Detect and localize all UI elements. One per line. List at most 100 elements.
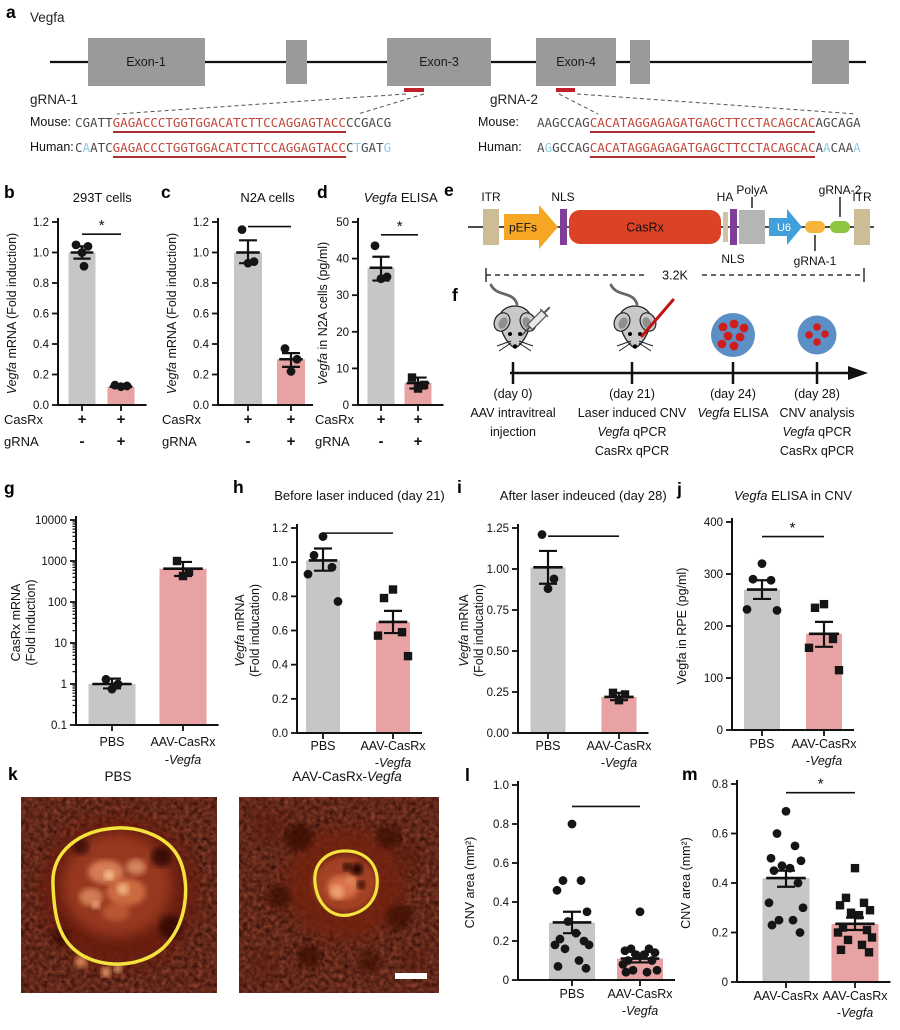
y-ticks [291,527,297,734]
matrix-value: + [287,433,296,450]
point [555,934,565,944]
point [553,961,563,971]
construct-size-label: 3.2K [662,269,688,283]
x-tick-label: -Vegfa [375,756,411,770]
y-axis-label: Vegfa mRNA (Fold induction) [5,233,19,394]
sequence: CAATCGAGACCCTGGTGGACATCTTCCAGGAGTACCCTGA… [75,140,391,158]
point [107,684,117,694]
itr-left-box [483,209,499,245]
aav-image-title: AAV-CasRx-Vegfa [292,769,402,784]
bar-1 [376,621,410,733]
x-tick-label: AAV-CasRx [607,987,673,1001]
point [788,915,798,925]
panel-label-f: f [452,285,458,305]
matrix-value: + [287,411,296,428]
data-points-1 [618,907,662,977]
x-tick-label: PBS [310,739,335,753]
flanking-sequence: AGCAGA [815,115,861,130]
chart-g: 0.1 1 10 100 1000 10000 CasRx mRNA (Fold induct… [2,482,234,774]
y-tick-label: 1.00 [487,564,509,576]
point [79,261,89,271]
panel-f-timeline: (day 0) AAV intravitreal injection (day 21)… [440,283,900,480]
y-tick-label: 0.2 [193,370,209,382]
significance-stars: * [817,776,824,793]
point [303,569,313,579]
exon4-label: Exon-4 [556,55,596,69]
point [777,861,787,871]
grna2-human-row: Human: AGGCCAGCACATAGGAGAGATGAGCTTCCTACA… [478,140,861,158]
point [620,690,630,699]
flanking-sequence: CAA [830,140,854,155]
y-tick-label: 0.6 [712,829,728,841]
chart-g-svg: 0.1 1 10 100 1000 10000 CasRx mRNA (Fold induct… [9,515,219,767]
u6-label: U6 [777,222,791,234]
point [318,532,328,541]
point [635,907,645,917]
chart-m: * 0 0.2 0.4 0.6 0.8 CNV area (mm²) AAV-CasRx AAV… [676,768,900,1030]
x-tick-label: PBS [535,739,560,753]
y-tick-label: 1.2 [193,217,209,229]
mouse-whiskers [616,340,654,352]
y-tick-label: 0.8 [493,819,509,831]
y-ticks [352,221,358,406]
panel-label-j: j [677,479,682,499]
flanking-sequence: C [75,140,83,155]
y-tick-label: 0 [503,975,509,987]
y-axis-label: CasRx mRNA [9,583,23,661]
grna2-pill [830,221,850,233]
x-ticks [571,980,641,986]
point [631,950,641,960]
x-tick-label: AAV-CasRx [586,739,652,753]
y-tick-label: 30 [336,290,349,302]
point [558,876,568,885]
matrix-value: + [414,411,423,428]
panel-label-d: d [317,182,328,202]
matrix-row-label: gRNA [162,434,197,449]
ha-label: HA [717,190,734,204]
point [652,965,662,975]
timeline-event-text: Vegfa qPCR [597,425,667,439]
chart-title: After laser indeuced (day 28) [500,488,667,503]
point [828,634,838,644]
x-tick-label: -Vegfa [806,754,842,768]
flanking-sequence: GAT [361,140,384,155]
itr-right-label: ITR [852,190,872,204]
grna2-mouse-row: Mouse: AAGCCAGCACATAGGAGAGATGAGCTTCCTACA… [478,115,861,133]
y-tick-label: 0.4 [712,878,729,890]
x-ticks [761,730,825,736]
chart-title: 293T cells [73,190,133,205]
sequence: AAGCCAGCACATAGGAGAGATGAGCTTCCTACAGCACAGC… [537,115,861,133]
bar-0 [530,567,566,733]
panel-label-g: g [4,478,15,498]
matrix-value: + [244,411,253,428]
y-tick-label: 10000 [35,515,67,527]
point [403,651,413,661]
y-tick-label: 1.2 [272,523,288,535]
point [584,940,594,950]
mouse-injection-art [489,283,551,352]
matrix-value: + [117,411,126,428]
point [184,567,194,576]
y-tick-label: 0.2 [712,928,728,940]
sequence: AGGCCAGCACATAGGAGAGATGAGCTTCCTACAGCACAAC… [537,140,861,158]
flanking-sequence: GCCAG [552,140,590,155]
cnv-outline-small [313,849,379,917]
point [857,940,867,950]
x-ticks [81,405,122,411]
axes [517,524,649,734]
y-tick-label: 0.4 [493,897,510,909]
point [621,967,631,977]
sequence: CGATTGAGACCCTGGTGGACATCTTCCAGGAGTACCCCGA… [75,115,391,133]
bar-1 [107,386,135,405]
timeline-day-label: (day 24) [710,387,756,401]
y-tick-label: 0 [722,977,728,989]
error-bar-0 [766,869,806,888]
mismatch-base: T [353,140,361,155]
timeline-event-text: Vegfa qPCR [782,425,852,439]
y-tick-label: 0.8 [272,591,288,603]
mouse-laser-art [609,283,675,352]
grna2-label: gRNA-2 [819,183,862,197]
data-points-0 [550,819,594,973]
mouse-eye-left [508,332,512,336]
matrix-value: + [377,411,386,428]
